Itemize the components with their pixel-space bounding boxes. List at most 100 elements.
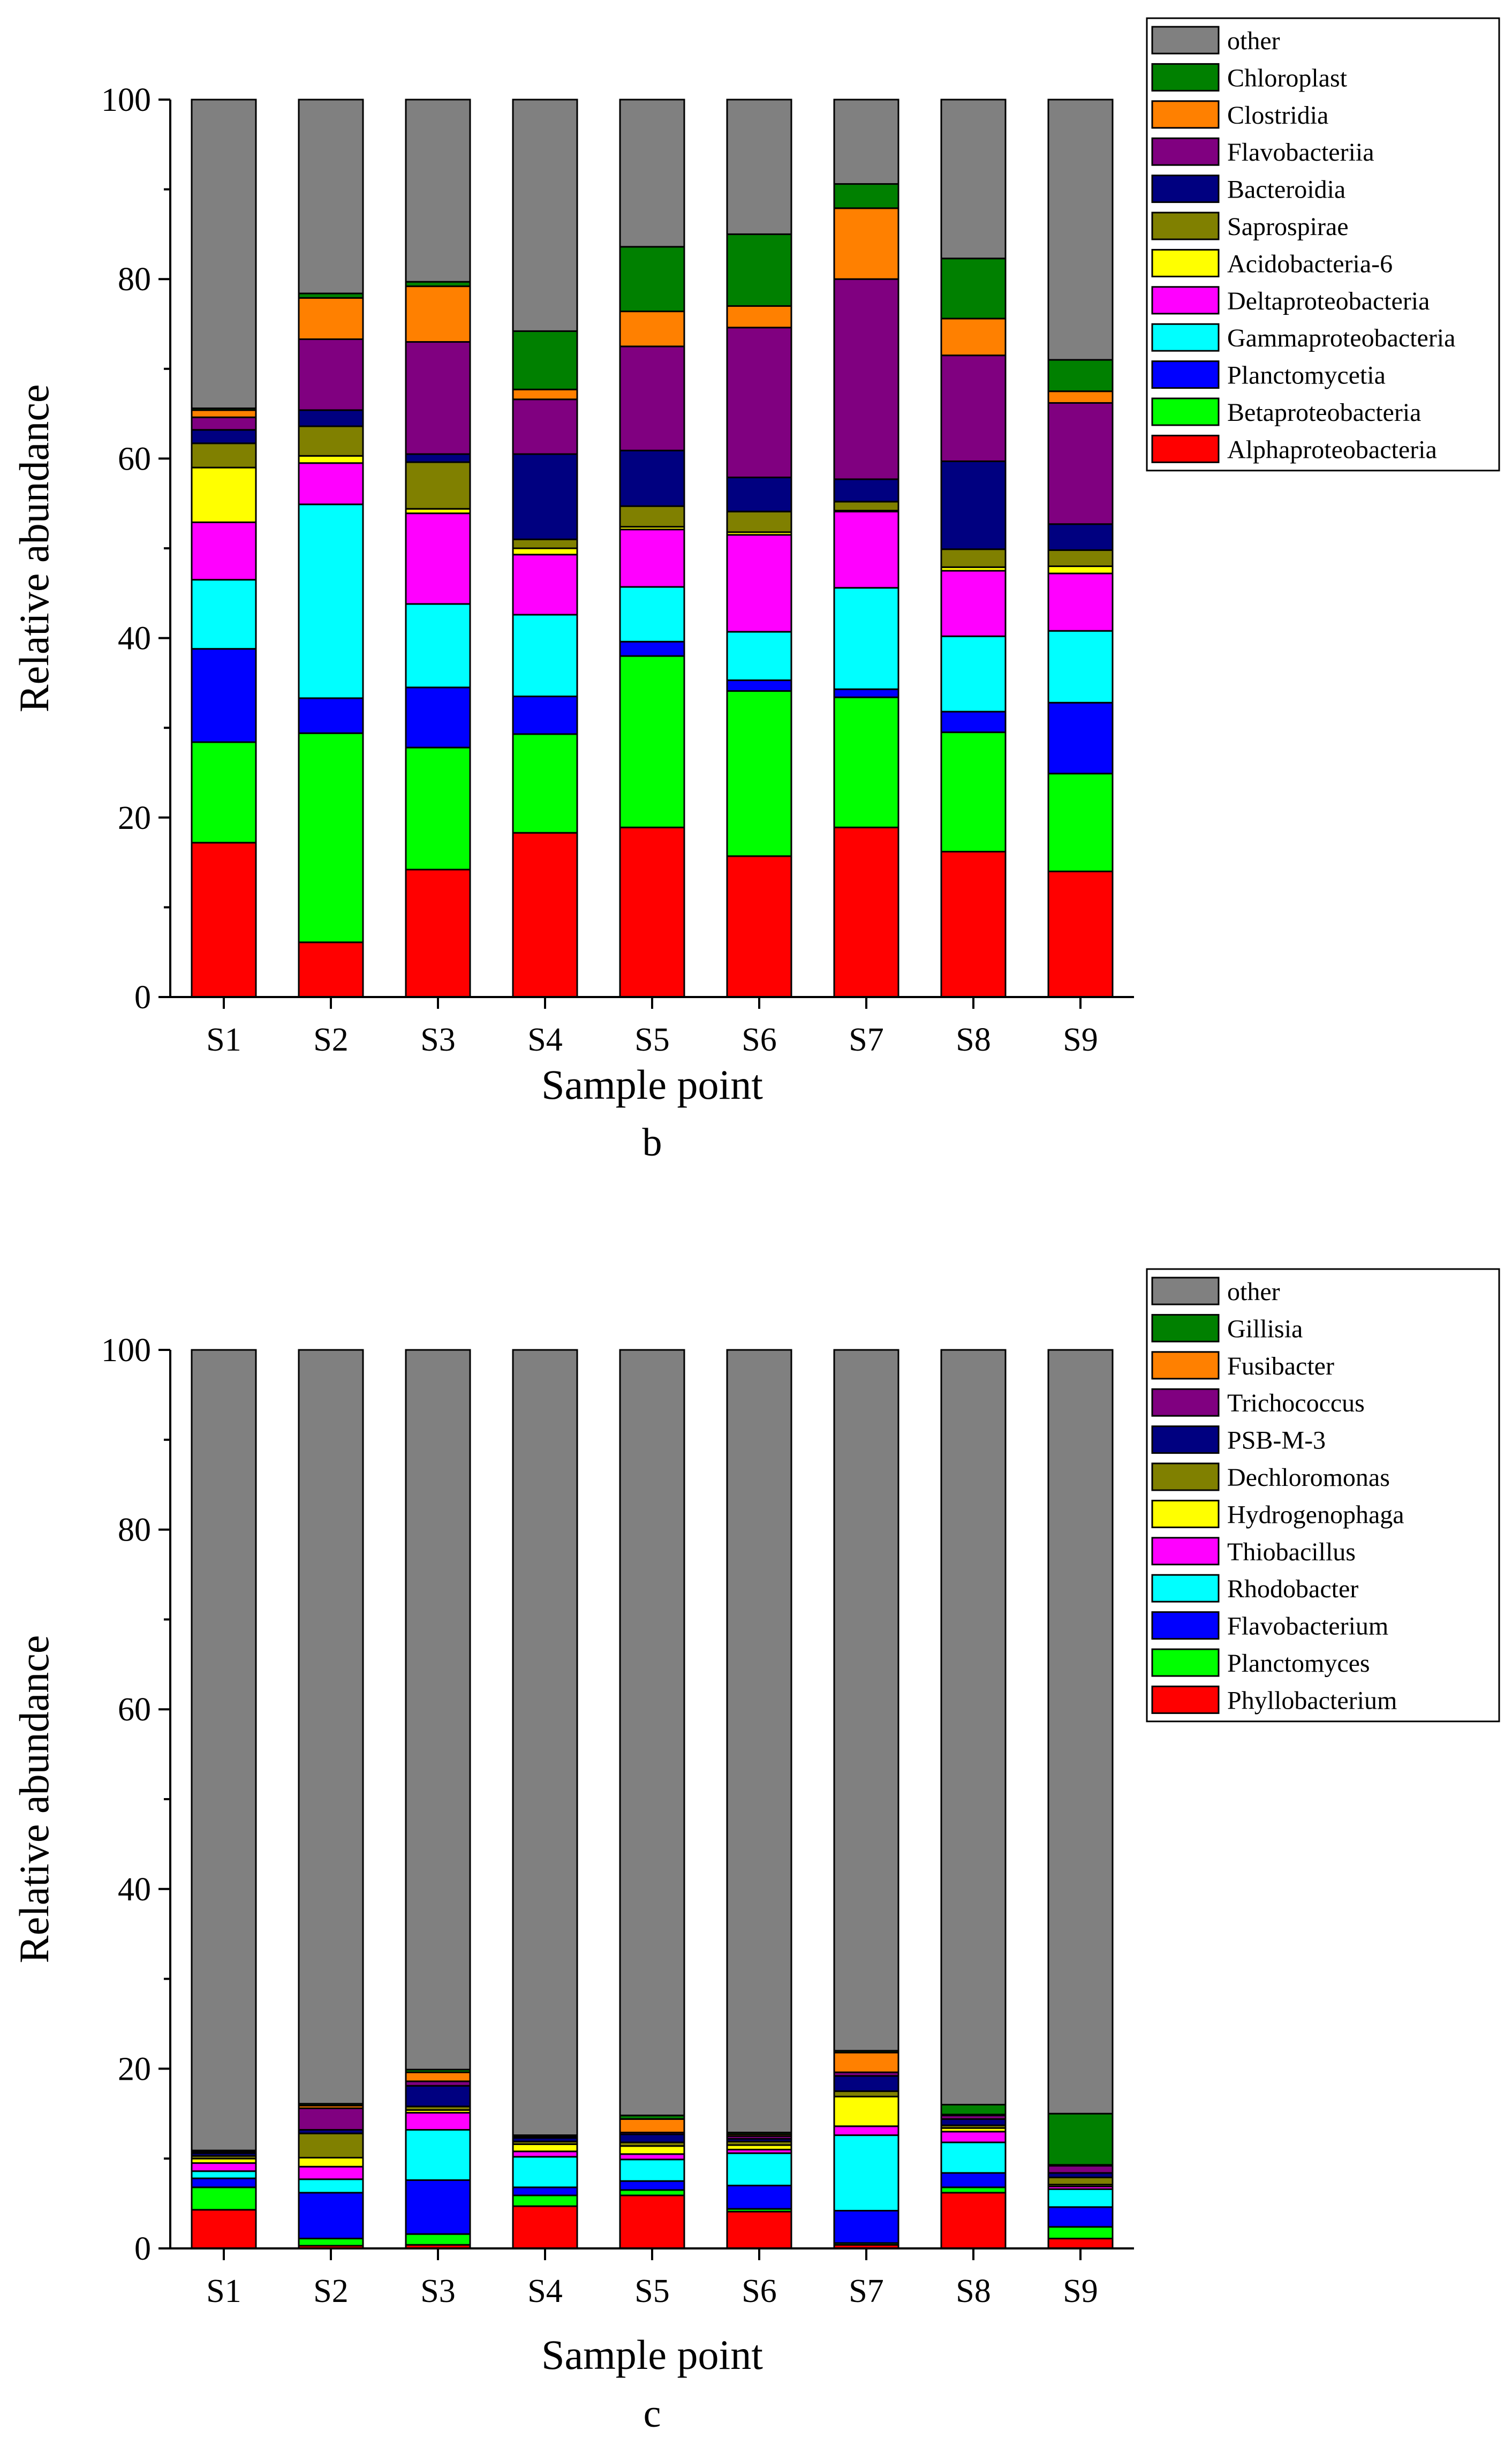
y-tick-label: 60 bbox=[118, 1692, 151, 1728]
legend-swatch bbox=[1151, 1313, 1220, 1342]
bar-segment-gammaproteobacteria-s6 bbox=[726, 631, 792, 681]
bar-segment-dechloromonas-s7 bbox=[833, 2090, 899, 2097]
bar-segment-clostridia-s7 bbox=[833, 207, 899, 280]
bar-segment-bacteroidia-s7 bbox=[833, 478, 899, 503]
bar-segment-saprospirae-s2 bbox=[298, 425, 364, 457]
legend: other Chloroplast Clostridia Flavobacteriia… bbox=[1146, 17, 1500, 472]
bar-segment-trichococcus-s2 bbox=[298, 2107, 364, 2131]
x-tick-label: S9 bbox=[1063, 1022, 1098, 1058]
legend-swatch bbox=[1151, 434, 1220, 463]
bar-segment-flavobacteriia-s7 bbox=[833, 278, 899, 480]
bar-segment-gammaproteobacteria-s2 bbox=[298, 503, 364, 699]
y-tick-label: 20 bbox=[118, 800, 151, 836]
legend-swatch bbox=[1151, 248, 1220, 277]
bar-segment-thiobacillus-s5 bbox=[619, 2153, 685, 2161]
bar-segment-flavobacterium-s5 bbox=[619, 2180, 685, 2191]
bar-segment-bacteroidia-s4 bbox=[512, 453, 578, 540]
legend-label: Trichococcus bbox=[1227, 1389, 1365, 1417]
bar-segment-phyllobacterium-s8 bbox=[940, 2192, 1007, 2249]
bar-segment-bacteroidia-s9 bbox=[1047, 523, 1114, 551]
bar-segment-phyllobacterium-s9 bbox=[1047, 2238, 1114, 2249]
x-tick-label: S4 bbox=[527, 1022, 562, 1058]
y-tick-label: 100 bbox=[101, 82, 151, 118]
bar-segment-phyllobacterium-s5 bbox=[619, 2194, 685, 2249]
legend-label: Thiobacillus bbox=[1227, 1538, 1356, 1566]
x-tick-label: S3 bbox=[420, 1022, 455, 1058]
bar-segment-chloroplast-s8 bbox=[940, 258, 1007, 320]
bar-segment-saprospirae-s7 bbox=[833, 501, 899, 512]
panel-label: c bbox=[644, 2392, 661, 2436]
bar-segment-other-s3 bbox=[405, 99, 471, 283]
bar-segment-alphaproteobacteria-s3 bbox=[405, 869, 471, 998]
legend-label: Flavobacterium bbox=[1227, 1612, 1388, 1641]
bar-segment-other-s5 bbox=[619, 99, 685, 248]
legend-label: Acidobacteria-6 bbox=[1227, 250, 1393, 278]
bar-segment-gammaproteobacteria-s5 bbox=[619, 586, 685, 643]
legend-swatch bbox=[1151, 26, 1220, 55]
bar-segment-hydrogenophaga-s7 bbox=[833, 2095, 899, 2127]
bar-segment-dechloromonas-s9 bbox=[1047, 2176, 1114, 2186]
x-tick-label: S9 bbox=[1063, 2273, 1098, 2309]
bar-segment-flavobacterium-s8 bbox=[940, 2172, 1007, 2188]
bar-segment-deltaproteobacteria-s8 bbox=[940, 570, 1007, 637]
bar-segment-gammaproteobacteria-s4 bbox=[512, 614, 578, 698]
x-tick-label: S8 bbox=[956, 2273, 991, 2309]
y-tick-label: 20 bbox=[118, 2051, 151, 2087]
bar-segment-saprospirae-s6 bbox=[726, 510, 792, 533]
x-tick-label: S8 bbox=[956, 1022, 991, 1058]
bar-segment-gammaproteobacteria-s8 bbox=[940, 635, 1007, 713]
bar-segment-alphaproteobacteria-s4 bbox=[512, 832, 578, 998]
x-tick-label: S7 bbox=[849, 2273, 883, 2309]
bar-segment-bacteroidia-s3 bbox=[405, 453, 471, 463]
bar-segment-clostridia-s3 bbox=[405, 285, 471, 343]
bar-segment-trichococcus-s9 bbox=[1047, 2165, 1114, 2174]
bar-segment-dechloromonas-s2 bbox=[298, 2132, 364, 2159]
bar-segment-deltaproteobacteria-s1 bbox=[191, 521, 257, 581]
bar-segment-psb-m-3-s3 bbox=[405, 2085, 471, 2108]
legend-box bbox=[1146, 17, 1500, 472]
bar-segment-thiobacillus-s3 bbox=[405, 2112, 471, 2131]
bar-segment-betaproteobacteria-s9 bbox=[1047, 773, 1114, 872]
bar-segment-other-s6 bbox=[726, 1349, 792, 2134]
panel-label: b bbox=[642, 1121, 662, 1165]
bar-segment-thiobacillus-s1 bbox=[191, 2162, 257, 2172]
x-tick-label: S5 bbox=[634, 1022, 669, 1058]
bar-segment-planctomycetia-s8 bbox=[940, 711, 1007, 734]
bar-segment-other-s2 bbox=[298, 1349, 364, 2105]
legend-swatch bbox=[1151, 1462, 1220, 1491]
legend-swatch bbox=[1151, 286, 1220, 315]
y-tick-label: 40 bbox=[118, 1871, 151, 1908]
y-tick-label: 40 bbox=[118, 621, 151, 657]
bar-segment-rhodobacter-s3 bbox=[405, 2129, 471, 2181]
legend-swatch bbox=[1151, 1574, 1220, 1603]
bar-segment-alphaproteobacteria-s7 bbox=[833, 826, 899, 998]
bar-segment-planctomycetia-s6 bbox=[726, 679, 792, 692]
bar-segment-bacteroidia-s8 bbox=[940, 460, 1007, 550]
bar-segment-saprospirae-s4 bbox=[512, 538, 578, 549]
legend-swatch bbox=[1151, 1425, 1220, 1454]
legend-swatch bbox=[1151, 1685, 1220, 1714]
bar-segment-clostridia-s8 bbox=[940, 318, 1007, 357]
bar-segment-other-s2 bbox=[298, 99, 364, 295]
bar-segment-saprospirae-s9 bbox=[1047, 549, 1114, 568]
bar-segment-deltaproteobacteria-s4 bbox=[512, 554, 578, 616]
x-tick-label: S2 bbox=[313, 1022, 348, 1058]
bar-segment-planctomycetia-s4 bbox=[512, 696, 578, 735]
legend-swatch bbox=[1151, 1648, 1220, 1677]
legend-swatch bbox=[1151, 323, 1220, 352]
legend-label: Chloroplast bbox=[1227, 64, 1348, 92]
bar-segment-acidobacteria-6-s9 bbox=[1047, 565, 1114, 575]
legend-swatch bbox=[1151, 1611, 1220, 1640]
bar-segment-clostridia-s6 bbox=[726, 305, 792, 329]
bar-segment-clostridia-s4 bbox=[512, 388, 578, 401]
y-tick-label: 0 bbox=[134, 979, 151, 1016]
bar-segment-hydrogenophaga-s2 bbox=[298, 2157, 364, 2168]
legend-label: Dechloromonas bbox=[1227, 1463, 1390, 1492]
legend-label: Gammaproteobacteria bbox=[1227, 324, 1455, 352]
bar-segment-gammaproteobacteria-s3 bbox=[405, 603, 471, 689]
bar-segment-planctomycetia-s2 bbox=[298, 697, 364, 734]
bar-segment-planctomyces-s5 bbox=[619, 2189, 685, 2196]
bar-segment-psb-m-3-s7 bbox=[833, 2075, 899, 2092]
bar-segment-other-s1 bbox=[191, 99, 257, 410]
